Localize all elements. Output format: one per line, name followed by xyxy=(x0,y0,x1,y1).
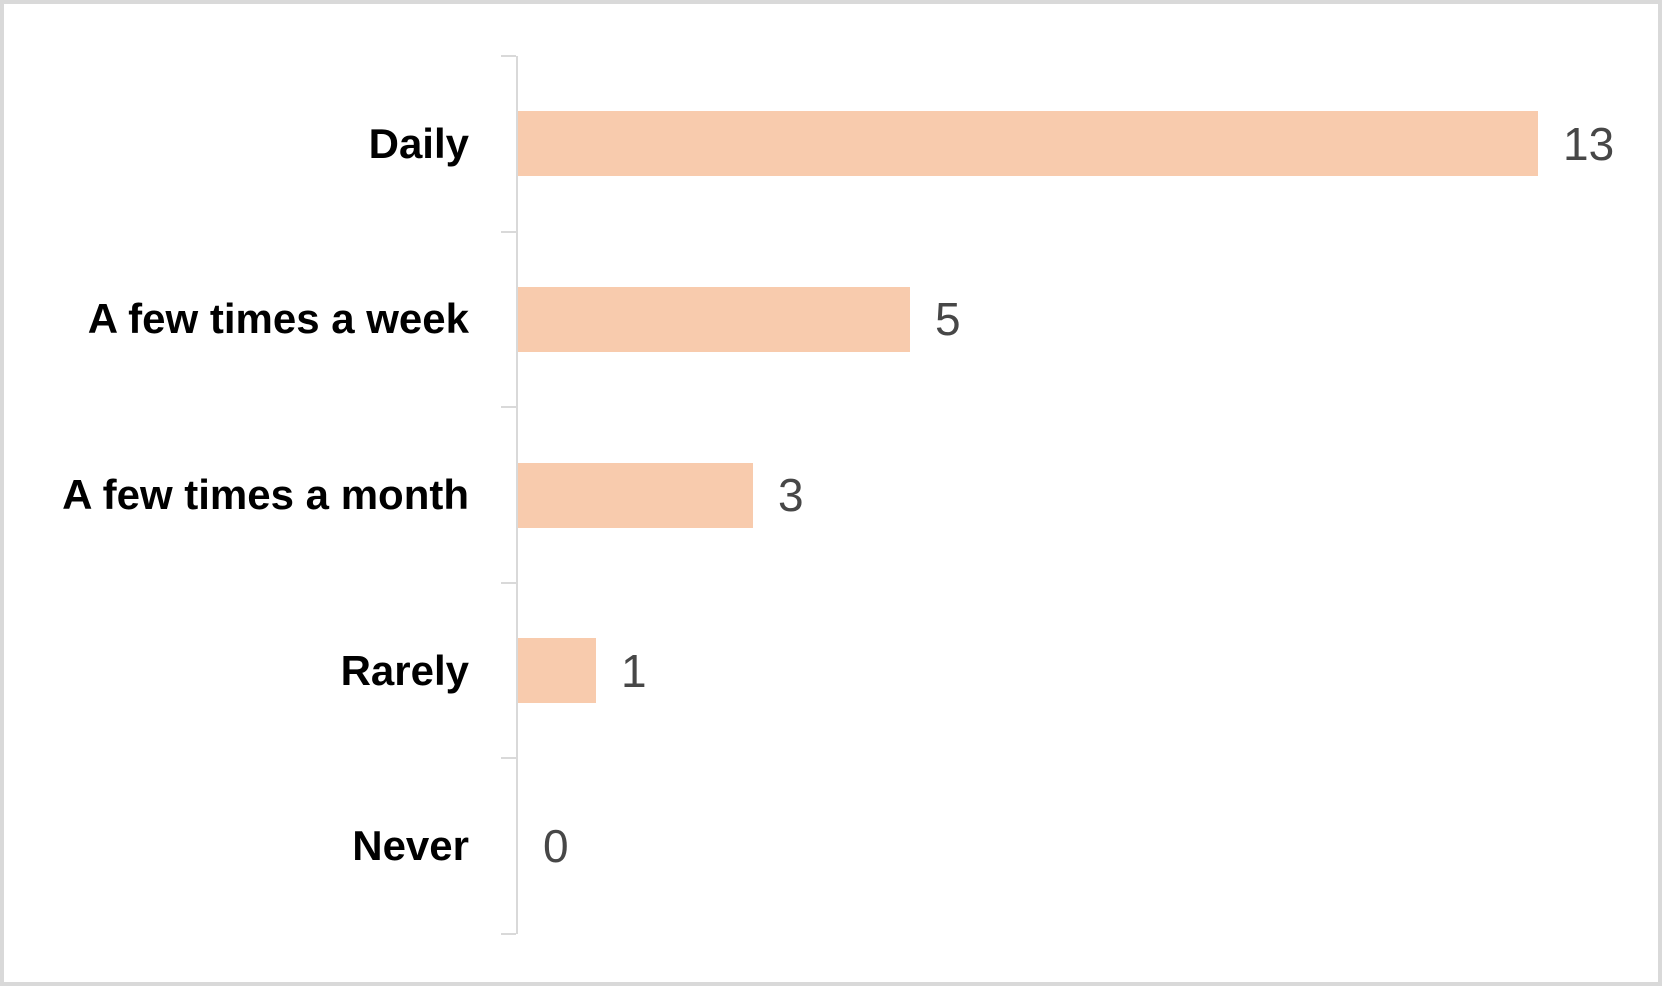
category-label: A few times a month xyxy=(62,471,469,518)
bar-chart: Daily 13 A few times a week 5 A few times a … xyxy=(4,4,1658,982)
value-label: 3 xyxy=(778,469,804,521)
category-label: Rarely xyxy=(340,646,469,694)
category-label: Daily xyxy=(368,119,469,167)
y-axis-tick xyxy=(501,581,516,584)
category-label: Never xyxy=(352,822,469,870)
bar xyxy=(518,638,596,703)
category-label: A few times a week xyxy=(87,295,469,343)
bar xyxy=(518,463,753,528)
bar xyxy=(518,111,1538,176)
y-axis-line xyxy=(516,56,518,934)
y-axis-tick xyxy=(501,933,516,935)
value-label: 0 xyxy=(543,820,569,873)
value-label: 1 xyxy=(621,644,647,697)
y-axis-tick xyxy=(501,55,516,57)
value-label: 5 xyxy=(935,293,961,346)
y-axis-tick xyxy=(501,230,516,233)
value-label: 13 xyxy=(1563,117,1615,170)
bar xyxy=(518,287,910,352)
y-axis-tick xyxy=(501,757,516,760)
y-axis-tick xyxy=(501,406,516,409)
